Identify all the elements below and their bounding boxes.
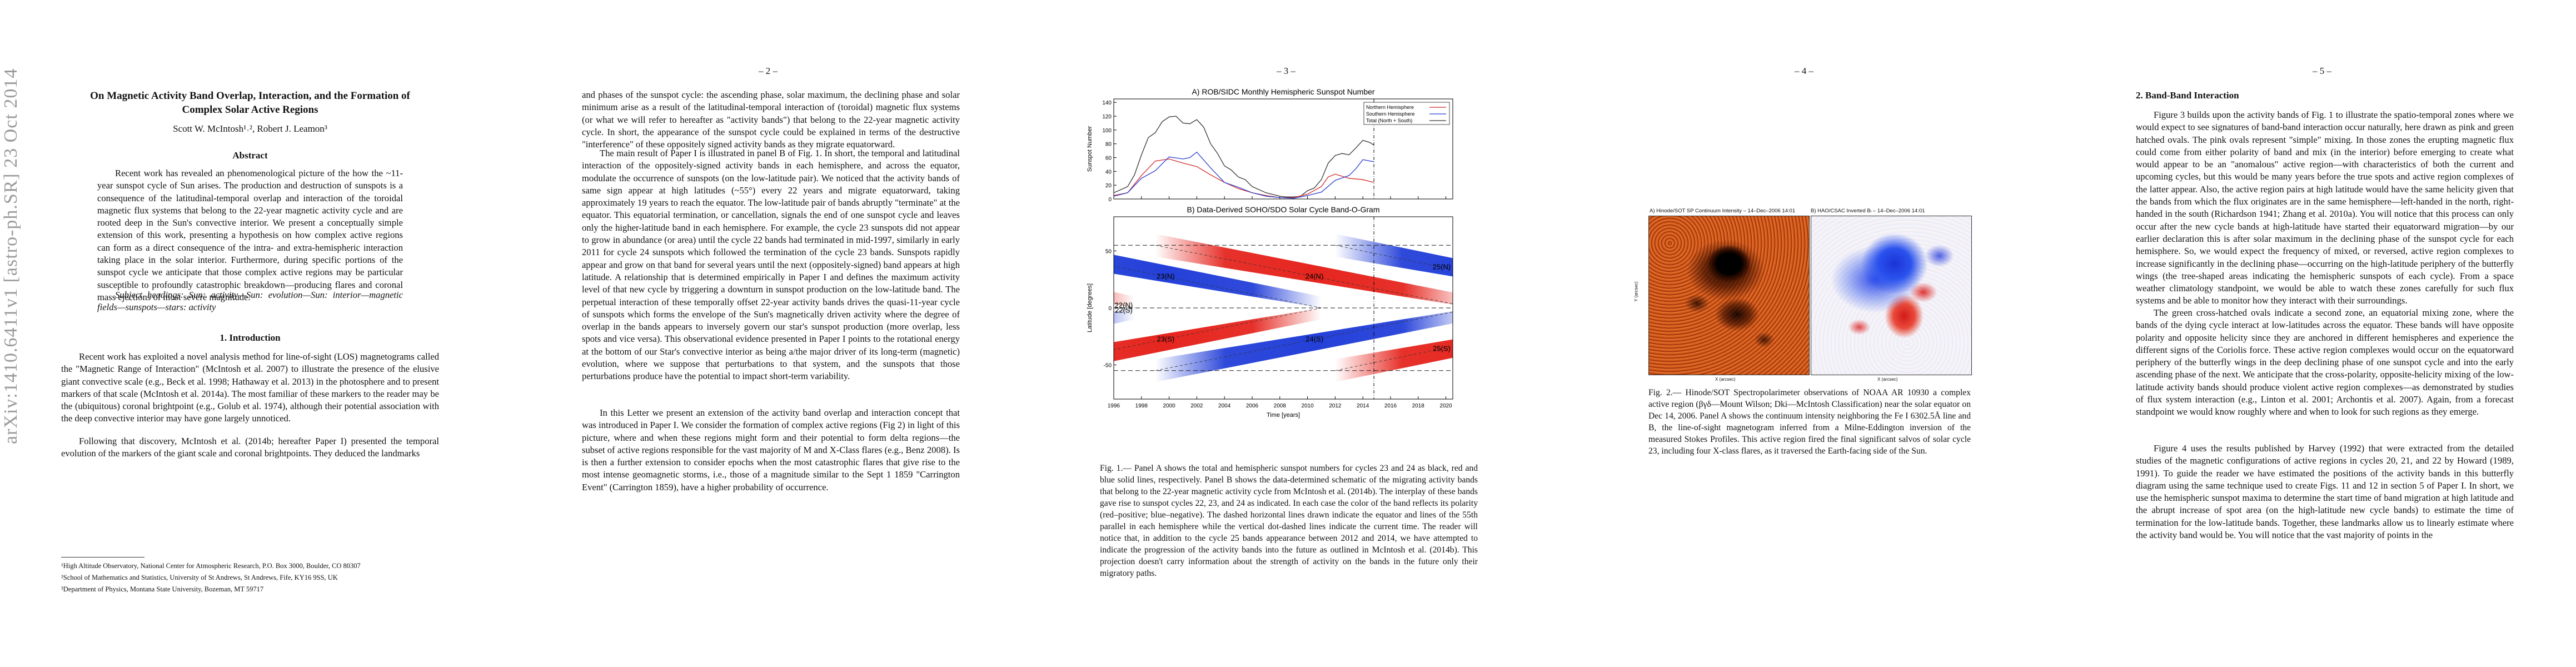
intro-paragraph-2: Following that discovery, McIntosh et al… — [61, 436, 439, 459]
x-tick-label: 1998 — [1135, 403, 1148, 409]
band-label: 25(S) — [1433, 344, 1451, 352]
band-label: 22(S) — [1115, 306, 1133, 314]
x-tick-label: 2010 — [1301, 403, 1314, 409]
page-4: – 4 – A) Hinode/SOT SP Continuum Intensi… — [1554, 0, 2054, 667]
series-line-southern-hemisphere — [1113, 151, 1374, 199]
page-number: – 3 – — [1277, 66, 1296, 76]
band-label: 23(S) — [1157, 335, 1174, 343]
page-number: – 2 – — [759, 66, 778, 76]
abstract-heading: Abstract — [232, 150, 268, 161]
panel-a-title: A) Hinode/SOT SP Continuum Intensity – 1… — [1650, 208, 1796, 214]
x-tick-label: 2018 — [1412, 403, 1425, 409]
x-tick-label: 2008 — [1274, 403, 1287, 409]
figure-1: A) ROB/SIDC Monthly Hemispheric Sunspot … — [1080, 83, 1486, 422]
y-tick-label: 60 — [1105, 156, 1112, 162]
footnote-rule — [61, 557, 145, 558]
legend-entry: Southern Hemisphere — [1366, 111, 1415, 117]
legend-entry: Total (North + South) — [1366, 118, 1412, 123]
band-label: 25(N) — [1433, 263, 1451, 271]
activity-band-24n — [1155, 233, 1453, 305]
band-label: 24(S) — [1306, 335, 1323, 343]
series-line-northern-hemisphere — [1113, 158, 1374, 198]
panel-b-xlabel: X (arcsec) — [1877, 377, 1898, 382]
footnote-1: ¹High Altitude Observatory, National Cen… — [61, 562, 361, 570]
y-tick-label: 0 — [1108, 306, 1112, 312]
y-tick-label: 20 — [1105, 183, 1112, 189]
y-tick-label: 120 — [1102, 114, 1112, 120]
y-tick-label: 80 — [1105, 142, 1112, 148]
panel-a-ylabel: Y (arcsec) — [1633, 281, 1639, 302]
subject-headings: Subject headings: Sun: activity—Sun: evo… — [97, 290, 403, 313]
y-tick-label: 0 — [1108, 197, 1112, 203]
panel-a-xlabel: X (arcsec) — [1715, 377, 1736, 382]
y-axis-label: Latitude [degrees] — [1087, 283, 1093, 332]
x-tick-label: 2016 — [1384, 403, 1397, 409]
paragraph-1: Figure 3 builds upon the activity bands … — [2136, 109, 2514, 306]
page-3: – 3 – A) ROB/SIDC Monthly Hemispheric Su… — [1036, 0, 1536, 667]
paragraph-2: The green cross-hatched ovals indicate a… — [2136, 307, 2514, 417]
y-tick-label: 50 — [1105, 249, 1112, 255]
page-number: – 4 – — [1795, 66, 1813, 76]
panel-b: B) Data-Derived SOHO/SDO Solar Cycle Ban… — [1087, 205, 1453, 419]
page-5: – 5 – 2. Band-Band Interaction Figure 3 … — [2072, 0, 2572, 667]
page-2: – 2 – and phases of the sunspot cycle: t… — [518, 0, 1018, 667]
figure-1-svg: A) ROB/SIDC Monthly Hemispheric Sunspot … — [1087, 87, 1453, 419]
panel-b-title: B) HAO/CSAC Inverted Bₗ – 14–Dec–2006 14… — [1811, 208, 1925, 214]
x-tick-label: 2014 — [1357, 403, 1369, 409]
panel-a-frame — [1113, 98, 1453, 200]
activity-band-25s — [1335, 339, 1453, 382]
band-label: 23(N) — [1157, 272, 1175, 281]
figure-2-caption: Fig. 2.— Hinode/SOT Spectropolarimeter o… — [1648, 388, 1971, 456]
band-centerline — [1335, 245, 1453, 270]
footnote-2: ²School of Mathematics and Statistics, U… — [61, 574, 338, 581]
paragraph-2: The main result of Paper I is illustrate… — [582, 148, 960, 382]
paragraph-3: Figure 4 uses the results published by H… — [2136, 443, 2514, 541]
x-tick-label: 2012 — [1329, 403, 1342, 409]
paper-title: On Magnetic Activity Band Overlap, Inter… — [90, 90, 410, 116]
y-axis-label: Sunspot Number — [1087, 126, 1093, 172]
activity-band-23n — [1114, 255, 1322, 308]
abstract-text: Recent work has revealed an phenomenolog… — [97, 168, 403, 302]
magnetogram-image — [1811, 216, 1972, 375]
x-tick-label: 2002 — [1190, 403, 1203, 409]
intro-heading: 1. Introduction — [220, 332, 281, 343]
band-centerline — [1335, 346, 1453, 371]
activity-band-22s — [1114, 308, 1135, 324]
intro-paragraph-1: Recent work has exploited a novel analys… — [61, 351, 439, 424]
paragraph-1: and phases of the sunspot cycle: the asc… — [582, 89, 960, 150]
activity-band-25n — [1335, 233, 1453, 277]
series-line-total-north-south- — [1113, 116, 1374, 197]
x-tick-label: 2000 — [1163, 403, 1175, 409]
panel-b-title: B) Data-Derived SOHO/SDO Solar Cycle Ban… — [1187, 205, 1380, 214]
legend-entry: Northern Hemisphere — [1366, 104, 1414, 110]
band-label: 22(N) — [1115, 301, 1133, 310]
x-tick-label: 2004 — [1218, 403, 1231, 409]
y-tick-label: 40 — [1105, 169, 1112, 175]
activity-band-24s — [1155, 311, 1453, 382]
y-tick-label: -50 — [1104, 363, 1112, 369]
x-axis-label: Time [years] — [1267, 412, 1300, 419]
activity-band-23s — [1114, 308, 1322, 361]
page-1: arXiv:1410.6411v1 [astro-ph.SR] 23 Oct 2… — [0, 0, 500, 667]
figure-1-caption: Fig. 1.— Panel A shows the total and hem… — [1100, 464, 1478, 578]
paper-authors: Scott W. McIntosh¹˒², Robert J. Leamon³ — [173, 123, 327, 134]
paragraph-3: In this Letter we present an extension o… — [582, 407, 960, 492]
band-centerline — [1155, 311, 1453, 371]
panel-a: A) ROB/SIDC Monthly Hemispheric Sunspot … — [1087, 87, 1453, 203]
y-tick-label: 140 — [1102, 100, 1112, 106]
activity-band-22n — [1114, 292, 1135, 308]
panel-a-title: A) ROB/SIDC Monthly Hemispheric Sunspot … — [1192, 87, 1374, 96]
section-2-heading: 2. Band-Band Interaction — [2136, 90, 2239, 101]
x-tick-label: 2006 — [1246, 403, 1259, 409]
arxiv-stamp: arXiv:1410.6411v1 [astro-ph.SR] 23 Oct 2… — [1, 68, 21, 444]
x-tick-label: 2020 — [1439, 403, 1452, 409]
band-label: 24(N) — [1306, 272, 1324, 281]
continuum-intensity-image — [1648, 216, 1810, 375]
y-tick-label: 100 — [1102, 128, 1112, 134]
band-centerline — [1155, 245, 1453, 305]
page-number: – 5 – — [2313, 66, 2331, 76]
footnote-3: ³Department of Physics, Montana State Un… — [61, 585, 264, 593]
x-tick-label: 1996 — [1108, 403, 1120, 409]
